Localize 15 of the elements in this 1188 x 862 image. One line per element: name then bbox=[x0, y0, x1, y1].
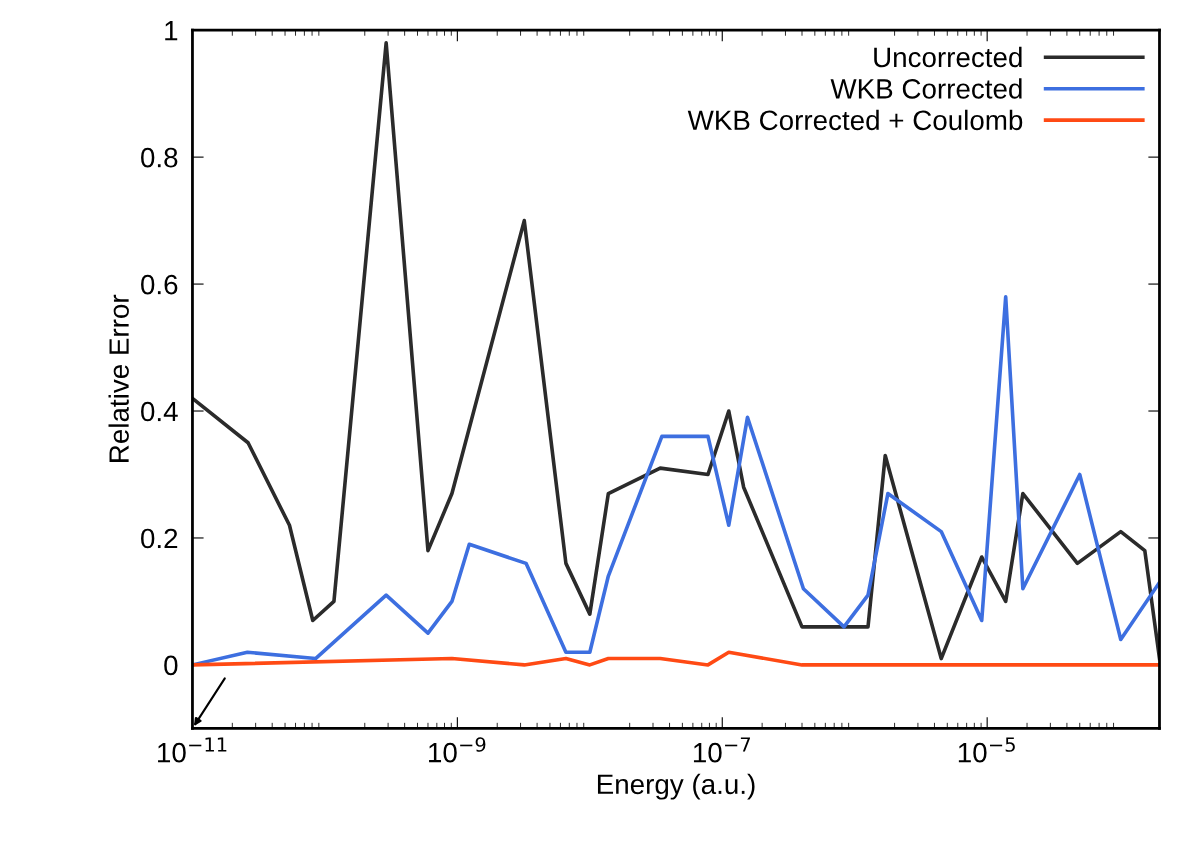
legend-label: WKB Corrected + Coulomb bbox=[687, 109, 1023, 131]
x-tick-label: 10$^{−9}$ bbox=[429, 737, 486, 763]
x-tick-label: 10$^{−5}$ bbox=[958, 737, 1015, 763]
y-tick-label: 0.8 bbox=[141, 147, 178, 168]
x-axis-title: Energy (a.u.) bbox=[597, 773, 755, 800]
y-tick-label: 0.2 bbox=[141, 528, 178, 549]
legend-label: Uncorrected bbox=[874, 46, 1022, 68]
y-tick-label: 0.6 bbox=[141, 274, 178, 295]
y-tick-label: 0 bbox=[164, 655, 178, 676]
y-tick-label: 1 bbox=[165, 21, 178, 41]
y-tick-label: 0.4 bbox=[141, 401, 178, 422]
legend-label: WKB Corrected bbox=[830, 78, 1022, 99]
y-axis-title: Relative Error bbox=[108, 294, 129, 462]
x-tick-label: 10$^{−7}$ bbox=[693, 737, 751, 763]
x-tick-label: 10$^{−11}$ bbox=[158, 737, 227, 763]
